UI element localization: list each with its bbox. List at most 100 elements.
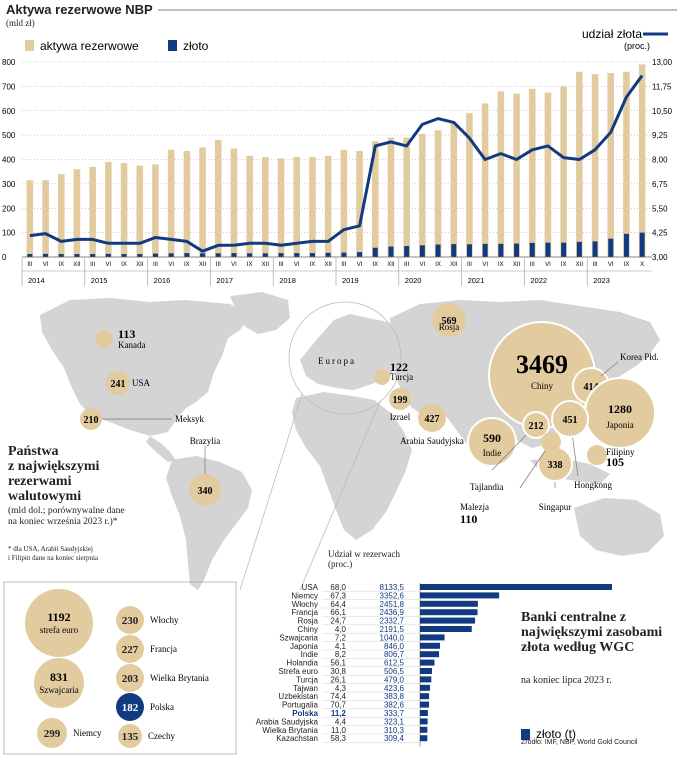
x-tick-quarter: XII	[199, 262, 207, 268]
gold-bar	[262, 253, 268, 257]
asset-bar	[230, 148, 238, 257]
x-tick-quarter: IX	[435, 262, 441, 268]
gold-bar	[608, 238, 614, 257]
x-tick-quarter: III	[27, 262, 32, 268]
y-tick-right: 10,50	[652, 107, 673, 116]
gold-value-label: 2451,8	[380, 600, 405, 609]
gold-value-label: 310,3	[384, 726, 405, 735]
gold-category-label: Portugalia	[282, 701, 319, 710]
map-note-line-2: na koniec września 2023 r.)*	[8, 517, 118, 527]
gold-category-label: Rosja	[298, 617, 319, 626]
gold-category-label: Włochy	[292, 600, 318, 609]
x-tick-quarter: VI	[294, 262, 300, 268]
asset-bar	[497, 91, 505, 257]
bubble-value: 1280	[608, 402, 632, 416]
gold-bar	[357, 252, 363, 257]
gold-bar	[215, 253, 221, 257]
bubble-value: 113	[118, 327, 135, 341]
gold-value-label: 333,7	[384, 709, 405, 718]
asset-bar	[277, 158, 285, 257]
asset-bar	[309, 157, 316, 257]
asset-bar	[89, 166, 96, 257]
gold-bar	[639, 232, 645, 257]
x-tick-quarter: VI	[357, 262, 363, 268]
x-tick-year: 2022	[530, 276, 547, 285]
bubble-value: 590	[483, 431, 501, 445]
x-tick-quarter: III	[90, 262, 95, 268]
bubble-turcja	[374, 369, 390, 385]
bubble-value: 122	[390, 360, 408, 374]
asset-bar	[403, 137, 410, 257]
x-tick-quarter: III	[593, 262, 598, 268]
map-australia	[574, 498, 664, 556]
gold-holding-bar	[420, 668, 432, 674]
bubble-label: Brazylia	[190, 436, 221, 446]
gold-category-label: Polska	[292, 709, 318, 718]
gold-bar	[561, 242, 567, 257]
europe-bubble	[116, 635, 144, 663]
y-tick-left: 800	[2, 58, 16, 67]
europe-bubble	[25, 589, 93, 657]
x-tick-quarter: III	[404, 262, 409, 268]
gold-bar	[294, 253, 300, 257]
gold-holding-bar	[420, 642, 440, 649]
bubble-label: Tajlandia	[470, 482, 503, 492]
gold-holding-bar	[420, 626, 472, 632]
bubble-label: Indie	[483, 448, 502, 458]
gold-holding-bar	[420, 701, 430, 708]
map-heading-line-3: rezerwami	[8, 474, 72, 489]
gold-share-value: 30,8	[330, 667, 346, 676]
europe-bubble	[37, 718, 67, 748]
gold-share-value: 4,3	[335, 684, 347, 693]
x-tick-quarter: VI	[545, 262, 551, 268]
europe-bubble-value: 299	[44, 728, 61, 740]
europe-bubble-value: 135	[122, 731, 139, 743]
europe-bubble	[118, 724, 142, 748]
x-tick-quarter: VI	[43, 262, 49, 268]
asset-bar	[42, 180, 49, 257]
gold-share-value: 64,4	[330, 600, 346, 609]
europe-bubble	[116, 664, 144, 692]
gold-share-value: 67,3	[330, 591, 346, 600]
gold-holding-bar	[420, 584, 612, 590]
gold-share-value: 8,2	[335, 650, 347, 659]
bubble-rosja	[432, 303, 466, 337]
bubble-label: Rosja	[439, 322, 460, 332]
x-tick-quarter: XII	[136, 262, 144, 268]
bubble-value: 427	[425, 414, 440, 425]
gold-bar	[529, 242, 535, 257]
x-tick-quarter: VI	[420, 262, 426, 268]
asset-bar	[544, 92, 552, 257]
page-title: Aktywa rezerwowe NBP	[6, 2, 153, 17]
gold-bar	[43, 253, 49, 257]
asset-bar	[466, 113, 473, 257]
x-tick-quarter: X	[640, 262, 644, 268]
map-note-line-1: (mld dol.; porównywalne dane	[8, 506, 125, 516]
gold-holdings-chart: USA 68,0 8133,5 Niemcy 67,3 3352,6 Włochy 64,4 2…	[256, 583, 612, 747]
gold-category-label: Holandia	[286, 659, 318, 668]
y-tick-right: 3,00	[652, 253, 668, 262]
x-tick-quarter: IX	[184, 262, 190, 268]
x-tick-year: 2018	[279, 276, 296, 285]
gold-bar	[231, 253, 237, 257]
bubble-value: 199	[393, 395, 408, 406]
asset-bar	[105, 161, 112, 257]
asset-bar	[387, 137, 395, 257]
bubble-label: Korea Płd.	[620, 352, 659, 362]
asset-bar	[167, 149, 175, 257]
europe-bubble-label: Szwajcaria	[39, 685, 78, 695]
europe-bubble	[116, 606, 144, 634]
source-note: Źródło: IMF, NBP, World Gold Council	[521, 739, 638, 746]
y-tick-right: 11,75	[652, 82, 672, 91]
x-tick-quarter: XII	[576, 262, 584, 268]
bubble-label: Kanada	[118, 340, 145, 350]
asset-bar	[152, 164, 159, 257]
asset-bar	[26, 180, 34, 257]
map-heading-line-2: z największymi	[8, 459, 100, 474]
asset-bar	[371, 141, 379, 257]
asset-bar	[246, 155, 253, 257]
legend-gold-swatch	[168, 40, 177, 51]
y-tick-right: 6,75	[652, 180, 668, 189]
bubble-value: 414	[584, 382, 599, 393]
x-tick-quarter: IX	[310, 262, 316, 268]
